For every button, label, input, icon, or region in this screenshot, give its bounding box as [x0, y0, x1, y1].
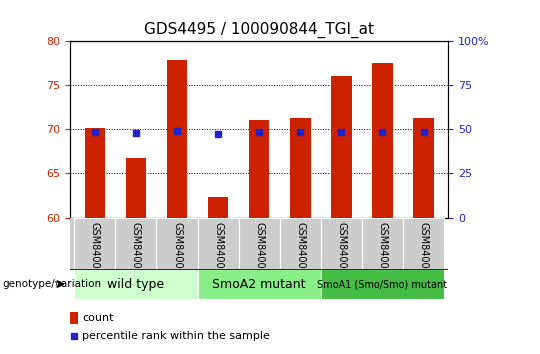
Text: GSM840093: GSM840093	[295, 222, 305, 281]
Bar	[70, 312, 78, 324]
Point	[214, 131, 222, 137]
Point	[132, 130, 140, 136]
Bar	[331, 76, 352, 218]
Bar	[321, 269, 444, 299]
Point	[296, 129, 305, 135]
Bar	[116, 218, 157, 269]
Bar	[198, 269, 321, 299]
Point	[419, 129, 428, 135]
Text: GSM840095: GSM840095	[377, 222, 388, 281]
Point	[91, 129, 99, 135]
Text: SmoA2 mutant: SmoA2 mutant	[212, 278, 306, 291]
Text: count: count	[82, 313, 113, 323]
Bar	[198, 218, 239, 269]
Text: GSM840089: GSM840089	[131, 222, 141, 281]
Bar	[290, 118, 310, 218]
Text: GSM840088: GSM840088	[90, 222, 100, 281]
Point	[255, 129, 264, 135]
Bar	[321, 218, 362, 269]
Text: GSM840096: GSM840096	[418, 222, 429, 281]
Text: percentile rank within the sample: percentile rank within the sample	[82, 331, 270, 341]
Bar	[75, 218, 116, 269]
Title: GDS4495 / 100090844_TGI_at: GDS4495 / 100090844_TGI_at	[144, 22, 374, 38]
Bar	[280, 218, 321, 269]
Text: SmoA1 (Smo/Smo) mutant: SmoA1 (Smo/Smo) mutant	[318, 279, 448, 289]
Text: GSM840090: GSM840090	[172, 222, 182, 281]
Bar	[208, 198, 228, 218]
Text: GSM840094: GSM840094	[336, 222, 346, 281]
Bar	[413, 118, 434, 218]
Bar	[126, 159, 146, 218]
Bar	[157, 218, 198, 269]
Bar	[239, 218, 280, 269]
Point	[378, 129, 387, 135]
Bar	[167, 60, 187, 218]
Text: GSM840092: GSM840092	[254, 222, 264, 281]
Text: GSM840091: GSM840091	[213, 222, 223, 281]
Point	[70, 333, 78, 338]
Bar	[362, 218, 403, 269]
Text: genotype/variation: genotype/variation	[3, 279, 102, 289]
Bar	[85, 129, 105, 218]
Point	[337, 129, 346, 135]
Text: wild type: wild type	[107, 278, 165, 291]
Bar	[372, 63, 393, 218]
Point	[173, 128, 181, 134]
Bar	[249, 120, 269, 218]
Bar	[75, 269, 198, 299]
Bar	[403, 218, 444, 269]
